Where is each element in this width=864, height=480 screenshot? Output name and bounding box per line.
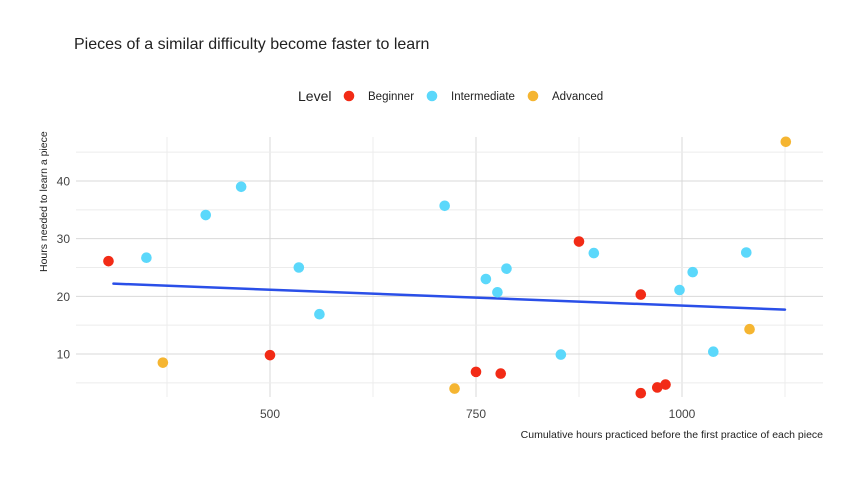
chart-title: Pieces of a similar difficulty become fa… — [74, 36, 430, 53]
advanced-point — [157, 357, 169, 368]
y-tick-label: 30 — [57, 232, 71, 246]
advanced-point — [449, 383, 460, 394]
legend-title: Level — [298, 88, 331, 104]
intermediate-point — [687, 266, 699, 278]
y-tick-label: 40 — [57, 175, 71, 189]
x-axis-title: Cumulative hours practiced before the fi… — [521, 429, 823, 441]
intermediate-point — [480, 273, 492, 285]
legend-key-beginner — [343, 90, 355, 102]
intermediate-point — [674, 284, 685, 296]
legend: Level Beginner Intermediate Advanced — [298, 88, 603, 104]
x-tick-label: 1000 — [669, 407, 696, 421]
beginner-point — [635, 289, 647, 300]
beginner-point — [103, 255, 114, 267]
advanced-point — [780, 136, 792, 148]
intermediate-point — [235, 181, 247, 193]
y-axis-title: Hours needed to learn a piece — [38, 131, 50, 272]
beginner-point — [651, 382, 663, 393]
grid — [76, 137, 823, 397]
legend-label-advanced: Advanced — [552, 91, 603, 103]
intermediate-point — [588, 247, 600, 259]
y-tick-label: 10 — [57, 348, 71, 362]
intermediate-point — [439, 200, 450, 212]
beginner-point — [573, 236, 585, 247]
legend-label-intermediate: Intermediate — [451, 91, 515, 103]
legend-key-intermediate — [426, 90, 438, 102]
intermediate-point — [293, 262, 305, 273]
x-tick-label: 750 — [466, 407, 486, 421]
beginner-point — [470, 366, 482, 378]
trend-line-group — [112, 282, 787, 311]
beginner-point — [660, 379, 671, 390]
y-tick-label: 20 — [57, 290, 71, 304]
intermediate-point — [141, 252, 152, 263]
intermediate-point — [740, 247, 752, 258]
data-points — [103, 136, 792, 399]
beginner-point — [264, 349, 276, 361]
intermediate-point — [555, 349, 567, 360]
intermediate-point — [314, 308, 325, 320]
intermediate-point — [708, 346, 719, 357]
x-axis-ticks: 500 750 1000 — [260, 407, 696, 421]
trend-line — [112, 282, 787, 311]
y-axis-ticks: 10 20 30 40 — [57, 175, 71, 362]
legend-label-beginner: Beginner — [368, 91, 414, 103]
intermediate-point — [501, 263, 512, 274]
x-tick-label: 500 — [260, 407, 280, 421]
beginner-point — [495, 368, 507, 379]
advanced-point — [744, 323, 755, 335]
intermediate-point — [492, 286, 503, 298]
legend-key-advanced — [527, 90, 539, 102]
intermediate-point — [200, 209, 212, 221]
beginner-point — [635, 387, 647, 399]
